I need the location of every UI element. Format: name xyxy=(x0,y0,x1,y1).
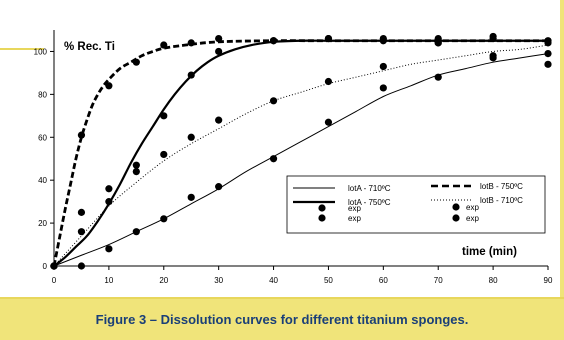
legend-marker-exp xyxy=(318,214,326,222)
x-tick-label: 40 xyxy=(269,276,278,285)
data-point xyxy=(50,262,58,270)
data-point xyxy=(77,228,86,236)
y-tick-label: 0 xyxy=(43,262,48,271)
y-axis-label: % Rec. Ti xyxy=(64,41,115,53)
data-point xyxy=(187,39,195,47)
data-point xyxy=(160,41,168,49)
data-point xyxy=(269,37,278,45)
data-point xyxy=(132,168,140,176)
data-point xyxy=(187,193,195,201)
y-tick-label: 80 xyxy=(38,90,47,99)
data-point xyxy=(544,37,552,45)
data-point xyxy=(434,39,442,47)
data-point xyxy=(160,150,168,159)
data-point xyxy=(544,60,552,68)
legend-box xyxy=(286,175,546,234)
x-tick-label: 0 xyxy=(52,276,57,285)
x-tick-label: 60 xyxy=(379,276,388,285)
chart-legend: lotA - 710ºC lotA - 750ºC exp exp lotB -… xyxy=(286,175,546,234)
legend-label-lotB-750: lotB - 750ºC xyxy=(480,182,523,191)
legend-label-lotA-750: lotA - 750ºC xyxy=(348,198,391,207)
data-point xyxy=(187,133,195,141)
data-point xyxy=(132,161,140,169)
data-point xyxy=(434,73,442,81)
data-point xyxy=(489,54,497,62)
legend-label-exp: exp xyxy=(348,204,361,213)
x-tick-label: 90 xyxy=(544,276,553,285)
data-point xyxy=(379,84,387,92)
data-point xyxy=(77,131,86,139)
data-point xyxy=(269,97,278,105)
data-point xyxy=(215,183,223,191)
decorative-border xyxy=(560,0,564,340)
legend-label-exp: exp xyxy=(466,214,479,223)
data-point xyxy=(215,116,223,124)
legend-label-exp: exp xyxy=(466,203,479,212)
caption-bar: Figure 3 – Dissolution curves for differ… xyxy=(0,299,564,340)
chart-axes: 0 20 40 60 80 100 0 10 20 30 40 50 60 70 80 90 xyxy=(34,30,553,285)
series-line-2 xyxy=(52,39,548,267)
data-point xyxy=(324,34,333,43)
series-line-3 xyxy=(53,44,549,267)
x-tick-label: 10 xyxy=(104,276,113,285)
y-tick-label: 40 xyxy=(38,176,47,185)
decorative-rule xyxy=(0,297,564,299)
series-line-0 xyxy=(53,53,549,267)
data-point xyxy=(77,208,86,216)
data-point xyxy=(132,58,140,66)
data-point xyxy=(544,50,552,58)
data-point xyxy=(77,262,86,270)
data-point xyxy=(160,112,168,120)
x-axis-label: time (min) xyxy=(462,246,517,258)
legend-label-lotB-710: lotB - 710ºC xyxy=(480,196,523,205)
legend-marker-exp xyxy=(452,214,460,222)
x-tick-label: 20 xyxy=(159,276,168,285)
figure-caption: Figure 3 – Dissolution curves for differ… xyxy=(95,312,469,327)
x-tick-label: 70 xyxy=(434,276,443,285)
decorative-rule xyxy=(0,48,44,50)
data-point xyxy=(132,228,140,236)
data-point xyxy=(379,37,387,45)
y-tick-label: 20 xyxy=(38,219,47,228)
x-tick-label: 30 xyxy=(214,276,223,285)
chart-points xyxy=(50,32,552,270)
y-tick-label: 100 xyxy=(34,47,48,56)
y-tick-label: 60 xyxy=(38,133,47,142)
data-point xyxy=(105,82,113,90)
data-point xyxy=(105,245,113,253)
data-point xyxy=(160,215,168,223)
dissolution-chart: 0 20 40 60 80 100 0 10 20 30 40 50 60 70 80 90 % Rec. T… xyxy=(34,30,553,285)
x-tick-label: 50 xyxy=(324,276,333,285)
legend-marker-exp xyxy=(452,203,460,211)
data-point xyxy=(215,47,223,56)
data-point xyxy=(269,155,278,163)
legend-marker-exp xyxy=(318,204,326,212)
data-point xyxy=(324,118,333,126)
data-point xyxy=(489,34,497,43)
x-tick-label: 80 xyxy=(489,276,498,285)
legend-label-lotA-710: lotA - 710ºC xyxy=(348,184,391,193)
legend-label-exp: exp xyxy=(348,214,361,223)
data-point xyxy=(105,198,113,206)
data-point xyxy=(187,71,195,79)
data-point xyxy=(105,185,113,193)
data-point xyxy=(215,34,223,43)
data-point xyxy=(379,62,387,71)
data-point xyxy=(324,77,333,86)
